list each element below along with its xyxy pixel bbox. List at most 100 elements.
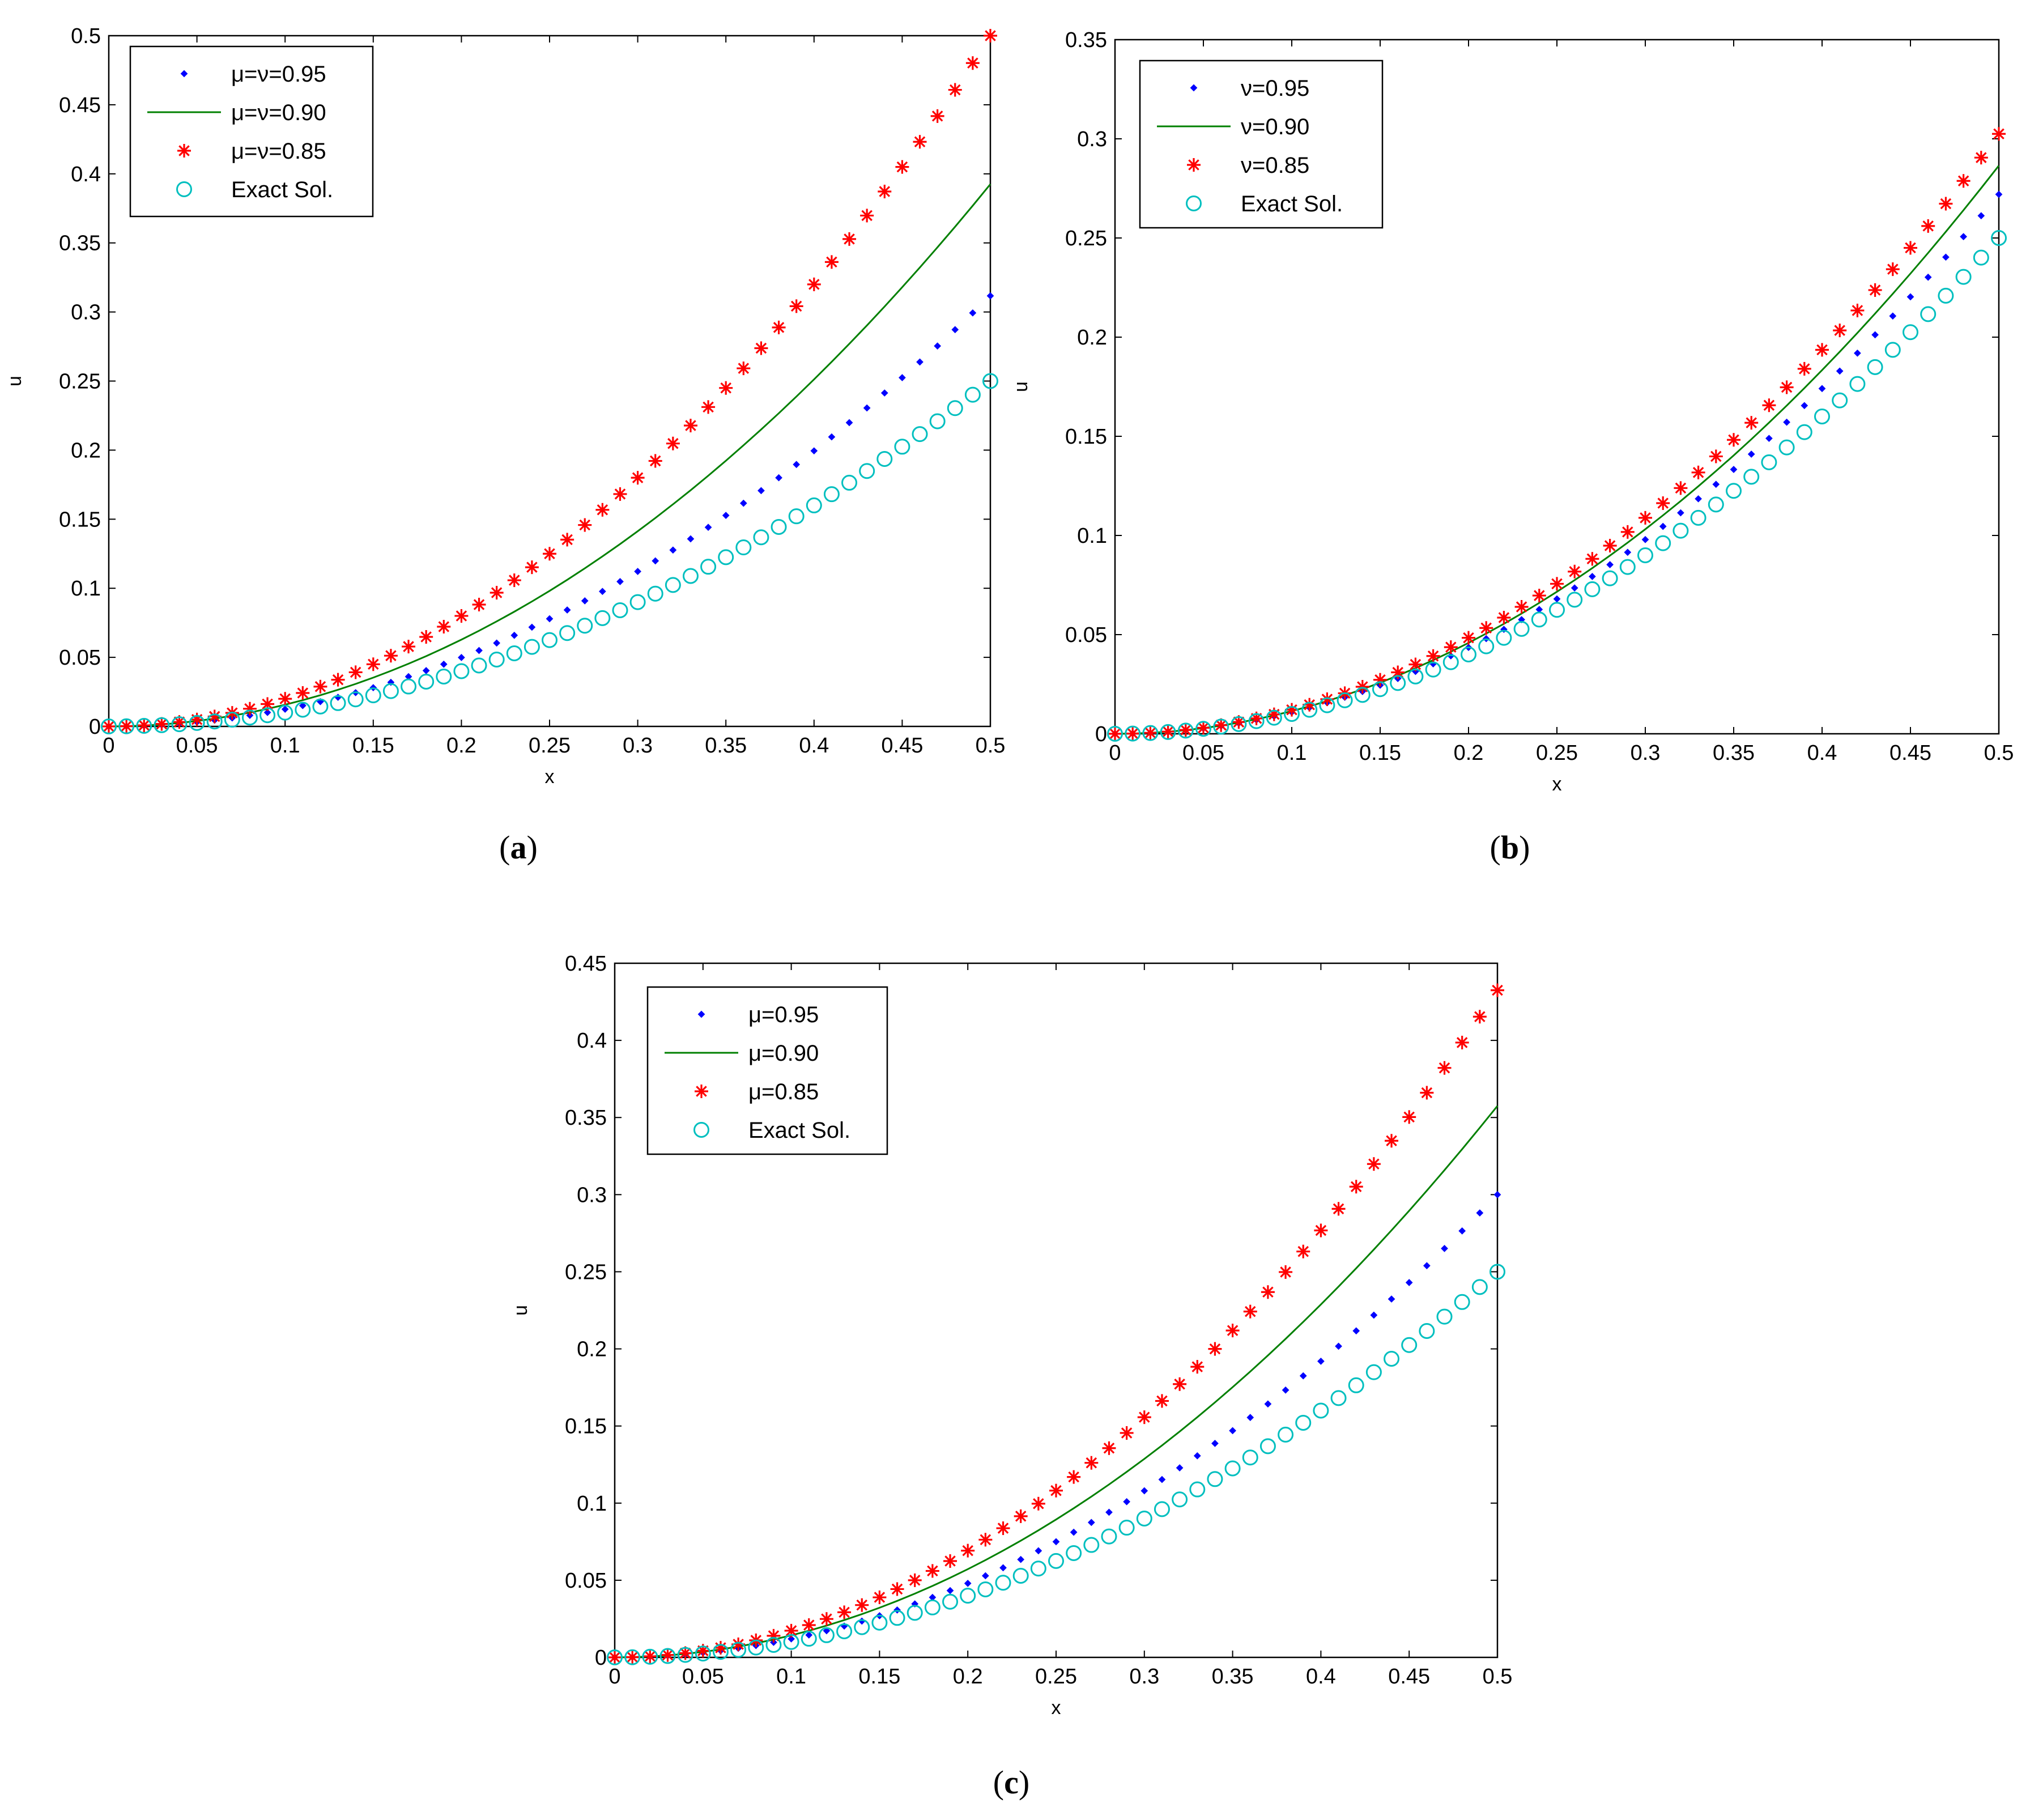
y-tick-label: 0.3	[577, 1183, 607, 1207]
data-point-circle	[418, 674, 435, 690]
data-point-star	[943, 1554, 957, 1568]
data-point-dot	[1995, 190, 2003, 198]
data-point-dot	[1553, 595, 1561, 603]
data-point-star	[996, 1521, 1010, 1536]
series-star	[608, 983, 1504, 1664]
y-tick-label: 0.05	[59, 646, 101, 670]
data-point-circle	[718, 549, 734, 565]
data-point-star	[1497, 611, 1511, 625]
data-point-circle	[1708, 496, 1724, 513]
data-point-circle	[765, 1636, 782, 1653]
data-point-circle	[912, 426, 928, 443]
data-point-circle	[1207, 1471, 1223, 1487]
x-tick-label: 0.35	[705, 734, 747, 758]
data-point-circle	[1419, 1323, 1435, 1339]
y-tick-label: 0	[1095, 722, 1107, 746]
data-point-star	[490, 586, 504, 600]
data-point-circle	[677, 1647, 693, 1663]
data-point-circle	[1471, 1279, 1488, 1295]
data-point-circle	[1690, 509, 1706, 526]
data-point-star	[190, 712, 204, 726]
data-point-circle	[1867, 359, 1883, 375]
data-point-circle	[1567, 592, 1583, 608]
data-point-dot	[1405, 1279, 1413, 1286]
data-point-circle	[1796, 424, 1812, 440]
legend-label: μ=0.85	[748, 1079, 819, 1104]
data-point-circle	[365, 687, 381, 704]
data-point-star	[578, 518, 592, 532]
data-point-star	[913, 135, 927, 149]
y-tick-label: 0.1	[71, 577, 101, 601]
data-point-dot	[1105, 1508, 1113, 1516]
data-point-dot	[1801, 402, 1808, 410]
data-point-star	[1296, 1244, 1310, 1258]
data-point-star	[719, 381, 733, 395]
data-point-star	[278, 692, 292, 706]
data-point-circle	[594, 610, 611, 626]
caption-c: (c)	[993, 1764, 1029, 1801]
data-point-dot	[1335, 1342, 1342, 1350]
x-tick-label: 0.5	[1984, 741, 2014, 765]
data-point-circle	[1189, 1481, 1206, 1498]
x-tick-label: 0.4	[1306, 1665, 1336, 1689]
data-point-circle	[1348, 1377, 1364, 1393]
data-point-star	[1780, 380, 1794, 394]
data-point-star	[1532, 589, 1546, 603]
data-point-dot	[598, 588, 606, 596]
data-point-circle	[1301, 701, 1318, 718]
data-point-star	[454, 609, 469, 623]
x-tick-label: 0.3	[623, 734, 653, 758]
x-tick-label: 0.05	[176, 734, 218, 758]
series-none	[614, 1105, 1499, 1659]
y-tick-label: 0.25	[1065, 227, 1107, 250]
data-point-circle	[559, 625, 576, 641]
x-tick-label: 0.1	[776, 1665, 806, 1689]
data-point-dot	[1317, 1357, 1325, 1365]
data-point-star	[1102, 1441, 1116, 1455]
data-point-dot	[788, 1635, 795, 1643]
data-layer	[607, 983, 1505, 1665]
data-point-circle	[1295, 1414, 1312, 1431]
data-point-star	[1178, 723, 1193, 737]
data-point-dot	[1659, 522, 1667, 530]
data-point-star	[595, 503, 610, 517]
data-point-dot	[1783, 418, 1790, 426]
data-point-dot	[929, 1593, 937, 1601]
data-point-circle	[730, 1642, 747, 1658]
y-tick-label: 0.35	[565, 1106, 607, 1130]
data-point-star	[895, 160, 909, 174]
data-point-star	[1267, 707, 1281, 721]
y-tick-label: 0.25	[565, 1260, 607, 1284]
data-point-circle	[1884, 342, 1901, 358]
data-point-star	[772, 320, 786, 334]
data-point-circle	[818, 1627, 835, 1643]
data-point-star	[1408, 657, 1423, 671]
data-point-circle	[259, 707, 276, 724]
legend-marker-circle	[176, 181, 192, 197]
data-point-dot	[1906, 293, 1914, 301]
data-point-circle	[665, 577, 681, 593]
data-point-star	[1437, 1061, 1452, 1075]
data-point-star	[1173, 1377, 1187, 1391]
data-point-circle	[1172, 1491, 1188, 1508]
data-point-circle	[1637, 547, 1653, 563]
data-point-dot	[1052, 1538, 1060, 1546]
data-point-circle	[771, 518, 787, 535]
series-none	[108, 184, 991, 728]
data-point-dot	[1535, 606, 1543, 614]
data-point-circle	[1478, 638, 1495, 654]
data-point-circle	[1436, 1308, 1453, 1325]
data-point-star	[1491, 983, 1504, 997]
data-point-circle	[960, 1588, 976, 1604]
data-point-star	[437, 619, 451, 633]
data-point-star	[948, 83, 962, 97]
legend-label: ν=0.95	[1241, 76, 1309, 101]
data-point-dot	[1977, 212, 1985, 220]
data-point-circle	[753, 529, 769, 546]
data-point-star	[1214, 718, 1228, 732]
data-point-star	[802, 1618, 816, 1632]
data-point-circle	[735, 539, 752, 556]
data-point-circle	[924, 1599, 940, 1615]
data-point-star	[1833, 324, 1847, 338]
data-point-dot	[1606, 561, 1614, 568]
